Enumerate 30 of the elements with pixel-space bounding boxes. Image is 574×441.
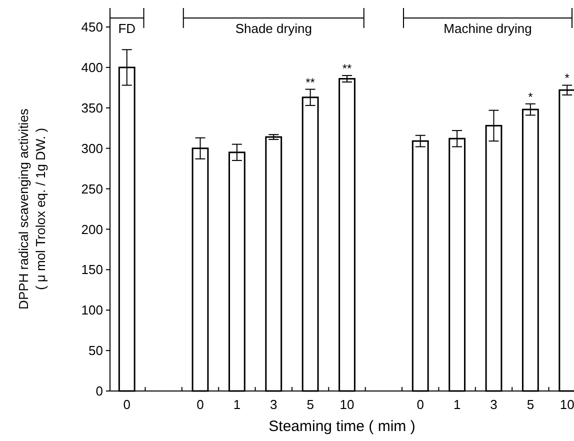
y-tick-label: 200	[81, 222, 103, 237]
data-label: **	[342, 62, 352, 76]
x-tick-label: 10	[340, 397, 354, 412]
x-tick-label: 5	[526, 397, 534, 412]
y-tick-label: 450	[81, 20, 103, 35]
y-tick-label: 150	[81, 262, 103, 278]
annotation: FD	[118, 21, 136, 36]
annotation: Machine drying	[444, 21, 532, 36]
x-tick-label: 10	[560, 397, 574, 412]
y-tick-label: 250	[81, 181, 103, 196]
y-axis-title: DPPH radical scavenging activities ( μ mol Trolox eq. / 1g DW. )	[16, 108, 48, 310]
y-tick-label: 100	[81, 302, 103, 318]
y-tick-label: 400	[81, 60, 103, 75]
data-label: **	[306, 75, 316, 90]
x-tick-label: 0	[196, 397, 204, 412]
y-tick-label: 350	[81, 100, 103, 116]
x-tick-label: 0	[123, 397, 130, 412]
x-tick-label: 1	[233, 397, 241, 412]
x-tick-label: 3	[490, 397, 498, 412]
x-axis-title: Steaming time ( mim )	[268, 418, 416, 435]
y-tick-label: 0	[96, 384, 103, 399]
y-tick-label: 50	[88, 343, 103, 358]
x-tick-label: 1	[453, 397, 461, 412]
x-tick-label: 0	[416, 397, 424, 412]
x-tick-label: 3	[270, 397, 278, 412]
data-label: *	[564, 71, 570, 86]
y-tick-label: 300	[81, 140, 103, 156]
annotation: Shade drying	[235, 21, 312, 36]
x-tick-label: 5	[306, 397, 314, 412]
data-label: *	[528, 90, 534, 104]
